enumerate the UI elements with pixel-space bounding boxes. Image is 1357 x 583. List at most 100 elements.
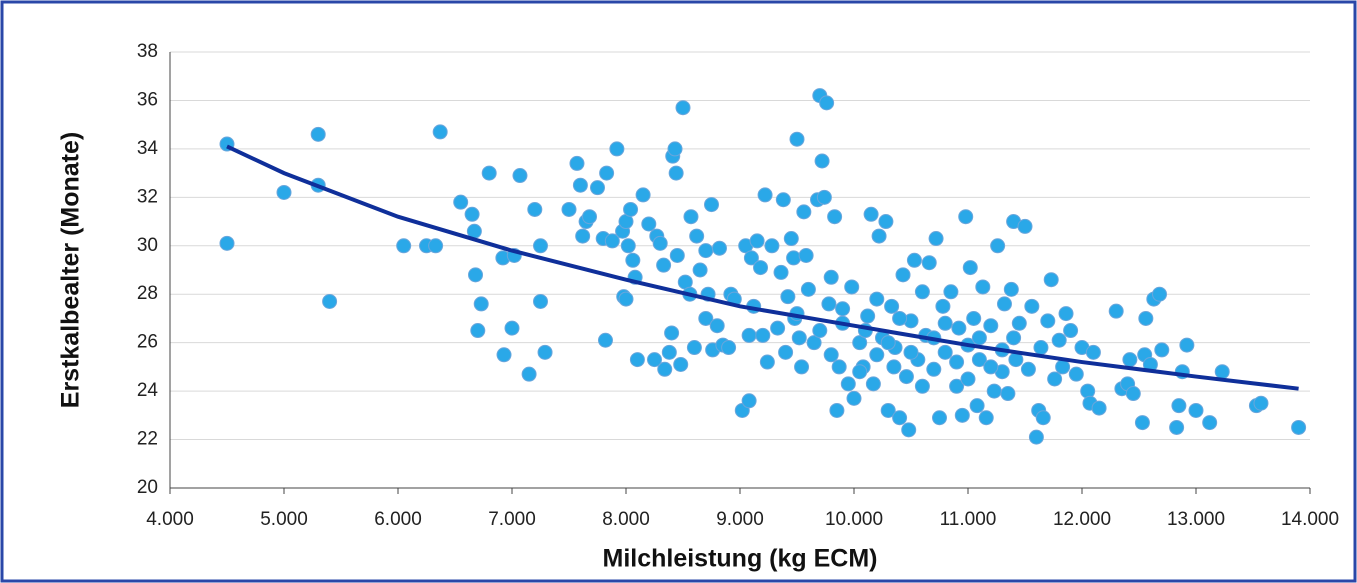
scatter-point [604,233,620,249]
scatter-point [1055,359,1071,375]
scatter-point [743,250,759,266]
scatter-point [464,206,480,222]
scatter-point [1063,323,1079,339]
scatter-point [821,296,837,312]
scatter-point [860,308,876,324]
scatter-point [983,318,999,334]
scatter-point [812,323,828,339]
scatter-point [582,209,598,225]
scatter-point [470,323,486,339]
scatter-point [886,359,902,375]
scatter-point [590,180,605,196]
scatter-point [928,231,944,247]
scatter-point [852,364,868,380]
scatter-point [871,228,887,244]
scatter-point [914,284,930,300]
scatter-point [770,320,786,336]
scatter-point [943,284,959,300]
scatter-point [1152,286,1168,302]
scatter-point [1154,342,1170,358]
scatter-point [1035,410,1051,426]
scatter-point [840,376,856,392]
scatter-point [789,131,805,147]
x-tick-label: 5.000 [260,509,308,530]
scatter-point [844,279,860,295]
y-tick-label: 38 [137,41,158,62]
scatter-point [823,269,839,285]
y-tick-label: 24 [137,380,159,401]
scatter-point [819,95,835,111]
scatter-point [569,155,585,171]
x-tick-label: 7.000 [488,509,536,530]
scatter-point [971,352,987,368]
scatter-point [895,267,911,283]
scatter-point [504,320,520,336]
scatter-point [954,407,970,423]
scatter-point [1011,315,1027,331]
scatter-point [657,361,673,377]
scatter-point [949,378,965,394]
scatter-point [656,257,672,273]
scatter-point [496,347,512,363]
scatter-point [823,347,839,363]
scatter-point [1188,402,1204,418]
scatter-point [673,356,689,372]
scatter-point [794,359,810,375]
scatter-point [969,398,985,414]
scatter-point [937,344,953,360]
scatter-point [755,327,771,343]
scatter-point [951,320,967,336]
scatter-point [806,335,822,351]
scatter-point [1122,352,1138,368]
scatter-point [960,371,976,387]
scatter-point [709,318,725,334]
scatter-point [1179,337,1195,353]
scatter-point [711,240,727,256]
scatter-point [618,291,634,307]
scatter-point [935,298,951,314]
scatter-point [428,238,444,254]
scatter-point [932,410,947,426]
scatter-point [537,344,553,360]
scatter-point [453,194,469,210]
scatter-point [1040,313,1056,329]
scatter-point [1080,383,1096,399]
scatter-point [753,260,769,276]
scatter-point [835,301,851,317]
scatter-point [310,126,326,142]
scatter-point [533,293,548,309]
x-tick-label: 12.000 [1053,509,1111,530]
x-axis-title: Milchleistung (kg ECM) [603,545,878,573]
scatter-point [629,352,645,368]
scatter-point [1214,364,1230,380]
scatter-point [1047,371,1063,387]
scatter-point [901,422,917,438]
scatter-point [1000,386,1016,402]
scatter-point [686,340,702,356]
scatter-point [898,369,914,385]
scatter-point [869,291,885,307]
scatter-point [1068,366,1084,382]
scatter-point [1033,340,1049,356]
scatter-point [863,206,879,222]
scatter-point [829,402,845,418]
scatter-point [468,267,484,283]
scatter-point [704,197,719,213]
scatter-point [780,289,796,305]
scatter-point [1028,429,1044,445]
scatter-point [983,359,999,375]
scatter-point [831,359,847,375]
scatter-point [1108,303,1124,319]
scatter-point [1202,415,1218,431]
scatter-point [575,228,591,244]
scatter-point [816,189,832,205]
scatter-point [786,250,802,266]
scatter-point [878,214,894,230]
scatter-point [814,153,830,169]
scatter-point [865,376,881,392]
scatter-point [1085,344,1101,360]
scatter-point [884,298,900,314]
scatter-point [521,366,537,382]
trendline [226,144,1299,391]
scatter-point [880,335,896,351]
